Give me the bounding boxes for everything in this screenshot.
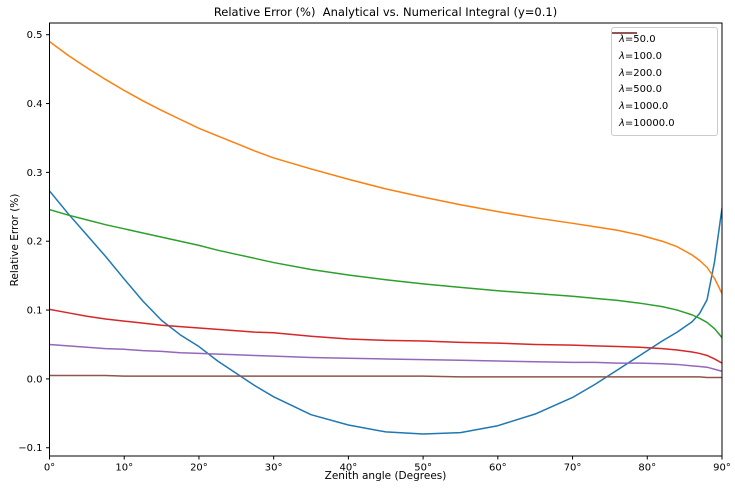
legend-label: λ=1000.0 bbox=[619, 100, 669, 112]
y-tick-label: 0.0 bbox=[27, 374, 43, 385]
x-tick-label: 40° bbox=[340, 463, 358, 474]
x-tick-label: 50° bbox=[414, 463, 432, 474]
y-tick-label: 0.4 bbox=[27, 99, 43, 110]
legend-item-lambda-200: λ=200.0 bbox=[612, 32, 711, 79]
legend-line-sample-lambda-10000 bbox=[612, 32, 637, 34]
series-line-lambda-200 bbox=[49, 208, 722, 339]
legend: λ=50.0 λ=100.0 λ=200.0 λ=500.0 λ=1000.0 λ=100… bbox=[611, 27, 718, 136]
y-tick-label: −0.1 bbox=[18, 443, 42, 454]
legend-label: λ=200.0 bbox=[619, 67, 662, 79]
legend-label: λ=100.0 bbox=[619, 50, 662, 62]
legend-item-lambda-10000: λ=10000.0 bbox=[612, 32, 711, 129]
legend-label: λ=50.0 bbox=[619, 34, 656, 46]
x-tick-label: 0° bbox=[44, 463, 55, 474]
legend-label: λ=500.0 bbox=[619, 84, 662, 96]
y-tick-label: 0.3 bbox=[27, 168, 43, 179]
axes-spines bbox=[49, 22, 723, 457]
y-tick-label: 0.2 bbox=[27, 237, 43, 248]
x-tick-label: 80° bbox=[638, 463, 656, 474]
x-tick-label: 60° bbox=[489, 463, 507, 474]
chart-title: Relative Error (%) Analytical vs. Numeri… bbox=[213, 5, 558, 19]
y-axis-label: Relative Error (%) bbox=[9, 193, 21, 287]
x-tick-label: 20° bbox=[190, 463, 208, 474]
x-axis-label: Zenith angle (Degrees) bbox=[324, 470, 447, 482]
x-tick-label: 10° bbox=[115, 463, 133, 474]
series-line-lambda-1000 bbox=[49, 343, 722, 373]
y-tick-label: 0.5 bbox=[27, 30, 43, 41]
y-tick-label: 0.1 bbox=[27, 306, 43, 317]
series-line-lambda-100 bbox=[49, 40, 722, 295]
series-line-lambda-500 bbox=[49, 308, 722, 364]
legend-label: λ=10000.0 bbox=[619, 117, 675, 129]
x-tick-label: 70° bbox=[564, 463, 582, 474]
legend-item-lambda-1000: λ=1000.0 bbox=[612, 32, 711, 113]
x-tick-label: 30° bbox=[265, 463, 283, 474]
legend-item-lambda-100: λ=100.0 bbox=[612, 32, 711, 63]
legend-item-lambda-500: λ=500.0 bbox=[612, 32, 711, 96]
x-tick-label: 90° bbox=[713, 463, 731, 474]
series-line-lambda-50 bbox=[49, 190, 722, 435]
series-line-lambda-10000 bbox=[49, 374, 722, 379]
